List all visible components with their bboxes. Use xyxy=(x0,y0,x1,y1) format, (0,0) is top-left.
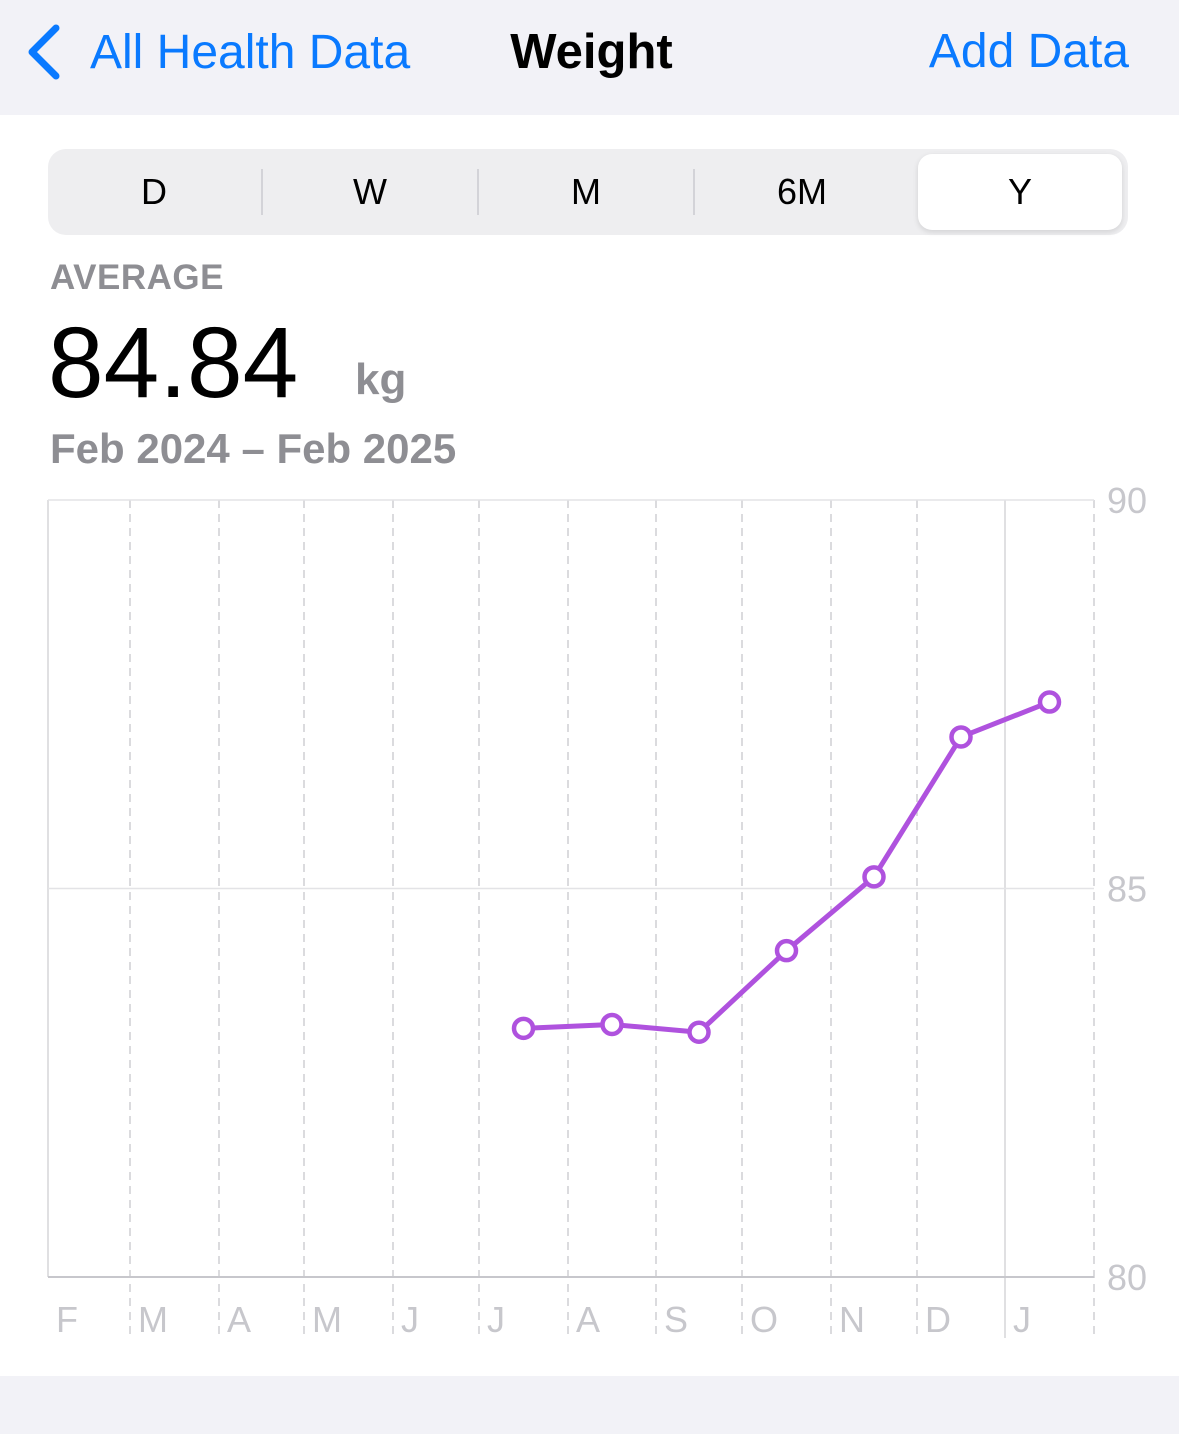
segment-divider xyxy=(261,169,263,215)
date-range: Feb 2024 – Feb 2025 xyxy=(50,425,457,472)
back-button[interactable]: All Health Data xyxy=(24,20,410,84)
range-tab-month[interactable]: M xyxy=(571,171,601,212)
x-tick-label: J xyxy=(401,1299,419,1340)
weight-series-line xyxy=(521,699,1052,1035)
range-tab-day[interactable]: D xyxy=(141,171,167,212)
weight-card: D W M 6M Y AVERAGE 84.84 kg Feb 2024 – F… xyxy=(0,115,1179,1376)
y-tick-label: 85 xyxy=(1107,869,1147,910)
navigation-bar: All Health Data Weight Add Data xyxy=(0,0,1179,115)
x-tick-label: J xyxy=(1013,1299,1031,1340)
y-tick-label: 80 xyxy=(1107,1257,1147,1298)
data-point xyxy=(511,1016,536,1041)
x-tick-label: S xyxy=(664,1299,688,1340)
segment-divider xyxy=(693,169,695,215)
data-point xyxy=(687,1020,711,1044)
average-value: 84.84 xyxy=(48,307,299,419)
segment-divider xyxy=(477,169,479,215)
x-tick-label: F xyxy=(56,1299,78,1340)
x-tick-label: O xyxy=(750,1299,778,1340)
x-tick-label: J xyxy=(487,1299,505,1340)
chevron-left-icon xyxy=(28,24,60,80)
data-point xyxy=(862,865,886,889)
data-point xyxy=(949,725,973,749)
add-data-button[interactable]: Add Data xyxy=(928,25,1129,78)
x-tick-label: M xyxy=(312,1299,342,1340)
weight-chart[interactable]: 80 85 90 F M A M J J A S O N D J xyxy=(0,0,1179,1376)
x-tick-label: M xyxy=(138,1299,168,1340)
data-point xyxy=(774,938,799,963)
range-tab-six-months[interactable]: 6M xyxy=(776,171,827,212)
data-point xyxy=(600,1012,624,1037)
average-label: AVERAGE xyxy=(50,258,224,297)
y-tick-label: 90 xyxy=(1107,480,1147,521)
average-unit: kg xyxy=(355,355,407,404)
back-button-label: All Health Data xyxy=(90,25,411,79)
range-tab-year[interactable]: Y xyxy=(918,154,1122,230)
x-tick-label: A xyxy=(227,1299,251,1340)
range-segmented-control: D W M 6M Y xyxy=(48,149,1128,235)
x-tick-label: A xyxy=(576,1299,600,1340)
x-tick-label: N xyxy=(839,1299,865,1340)
bottom-background xyxy=(0,1376,1179,1434)
data-point xyxy=(1037,690,1062,714)
x-tick-label: D xyxy=(925,1299,951,1340)
range-tab-week[interactable]: W xyxy=(353,171,387,212)
